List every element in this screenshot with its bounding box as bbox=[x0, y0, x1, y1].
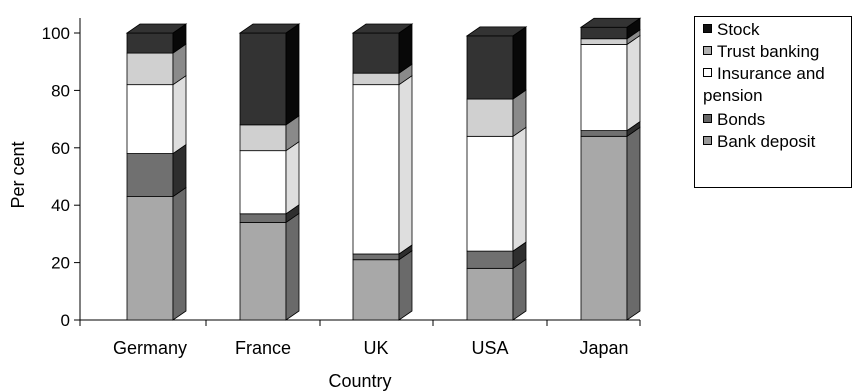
legend-item: Trust banking bbox=[703, 41, 819, 63]
bar-segment bbox=[352, 253, 400, 261]
bar-segment bbox=[466, 35, 514, 100]
y-tick-label: 0 bbox=[61, 311, 70, 330]
y-tick-label: 100 bbox=[42, 24, 70, 43]
bar-segment-side bbox=[626, 34, 641, 132]
bar-segment bbox=[239, 32, 287, 126]
bar-stack bbox=[125, 23, 188, 321]
bar-segment bbox=[239, 150, 287, 215]
legend-item: Stock bbox=[703, 19, 760, 41]
legend-swatch bbox=[703, 24, 712, 33]
bar-segment bbox=[580, 135, 628, 321]
bar-segment-side bbox=[398, 249, 413, 321]
bar-segment bbox=[580, 38, 628, 45]
y-axis-title: Per cent bbox=[8, 141, 28, 208]
bar-segment bbox=[239, 213, 287, 223]
bar-segment bbox=[239, 124, 287, 152]
legend-label: Bank deposit bbox=[717, 132, 816, 151]
bar-segment bbox=[126, 196, 174, 321]
x-tick-label: Germany bbox=[113, 338, 187, 358]
y-tick-label: 80 bbox=[51, 81, 70, 100]
legend-item: Bank deposit bbox=[703, 131, 815, 153]
bar-stack bbox=[238, 23, 301, 321]
x-tick-label: USA bbox=[471, 338, 508, 358]
legend-item: Insurance and pension bbox=[703, 63, 825, 107]
legend-label: Insurance and pension bbox=[703, 64, 825, 105]
bar-segment bbox=[352, 32, 400, 74]
y-tick-label: 40 bbox=[51, 196, 70, 215]
bar-segment-side bbox=[172, 186, 187, 321]
bar-top-face bbox=[351, 23, 414, 34]
legend-swatch bbox=[703, 136, 712, 145]
y-tick-label: 60 bbox=[51, 139, 70, 158]
bar-segment bbox=[126, 153, 174, 197]
bar-segment bbox=[352, 84, 400, 255]
bar-segment bbox=[580, 26, 628, 40]
legend-swatch bbox=[703, 46, 712, 55]
bar-segment bbox=[580, 44, 628, 131]
bar-segment bbox=[352, 259, 400, 321]
bar-segment-side bbox=[285, 23, 300, 126]
bar-segment-side bbox=[626, 126, 641, 321]
bar-segment bbox=[466, 135, 514, 252]
bar-segment-side bbox=[398, 74, 413, 255]
bar-top-face bbox=[579, 17, 642, 28]
bar-segment bbox=[126, 32, 174, 54]
bar-segment-side bbox=[512, 26, 527, 100]
legend-item: Bonds bbox=[703, 109, 765, 131]
legend-swatch bbox=[703, 68, 712, 77]
bar-segment-side bbox=[172, 74, 187, 155]
bar-top-face bbox=[238, 23, 301, 34]
bar-stack bbox=[351, 23, 414, 321]
bar-segment-side bbox=[285, 140, 300, 215]
y-tick-label: 20 bbox=[51, 254, 70, 273]
axes: 0 20 40 60 80 100 Germany France UK USA Japan bbox=[42, 18, 641, 358]
bar-segment-side bbox=[512, 258, 527, 321]
legend-swatch bbox=[703, 114, 712, 123]
x-axis-title: Country bbox=[328, 371, 391, 391]
bar-segment-side bbox=[285, 212, 300, 321]
bar-segment bbox=[580, 130, 628, 137]
legend: Stock Trust banking Insurance and pension B… bbox=[694, 16, 852, 188]
bar-segment bbox=[352, 72, 400, 86]
axis-labels: Per cent Country bbox=[8, 141, 392, 391]
legend-label: Trust banking bbox=[717, 42, 820, 61]
bar-segment bbox=[466, 267, 514, 321]
bar-segment bbox=[466, 98, 514, 137]
x-tick-label: Japan bbox=[579, 338, 628, 358]
bar-top-face bbox=[465, 26, 528, 37]
x-tick-label: UK bbox=[363, 338, 388, 358]
bar-segment bbox=[466, 250, 514, 269]
bar-segment bbox=[126, 52, 174, 86]
bar-segment-side bbox=[512, 126, 527, 252]
bars bbox=[125, 17, 642, 321]
legend-label: Bonds bbox=[717, 110, 766, 129]
bar-segment bbox=[239, 222, 287, 321]
bar-top-face bbox=[125, 23, 188, 34]
bar-stack bbox=[579, 17, 642, 321]
x-tick-label: France bbox=[235, 338, 291, 358]
legend-label: Stock bbox=[717, 20, 760, 39]
bar-segment bbox=[126, 84, 174, 154]
bar-stack bbox=[465, 26, 528, 321]
